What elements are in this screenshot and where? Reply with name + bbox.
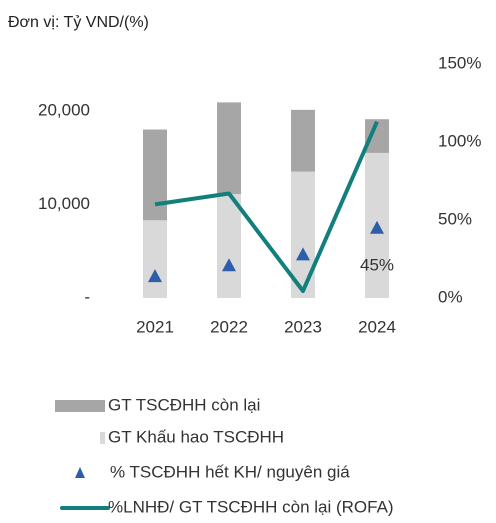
- triangle-marker: [222, 258, 236, 272]
- line-series: [154, 120, 379, 293]
- bar-segment: [143, 129, 167, 221]
- y2-tick-label: 0%: [438, 287, 463, 306]
- y-tick-label: 20,000: [38, 100, 90, 119]
- legend-label: %LNHĐ/ GT TSCĐHH còn lại (ROFA): [108, 497, 394, 516]
- y-tick-label: -: [84, 287, 90, 306]
- y-tick-label: 10,000: [38, 194, 90, 213]
- chart-subtitle: Đơn vị: Tỷ VND/(%): [8, 14, 149, 31]
- x-tick-label: 2023: [284, 317, 322, 336]
- legend-swatch: [100, 432, 105, 444]
- triangle-marker: [148, 269, 162, 283]
- data-label: 45%: [360, 255, 394, 274]
- x-tick-label: 2024: [358, 317, 396, 336]
- y2-tick-label: 50%: [438, 209, 472, 228]
- bar-segment: [217, 102, 241, 195]
- legend-label: GT TSCĐHH còn lại: [108, 395, 260, 414]
- legend-label: GT Khấu hao TSCĐHH: [108, 427, 284, 446]
- bar-segment: [217, 194, 241, 298]
- x-tick-label: 2022: [210, 317, 248, 336]
- triangle-marker: [296, 247, 310, 261]
- bar-segment: [291, 109, 315, 172]
- y2-tick-label: 100%: [438, 131, 481, 150]
- legend-swatch: [75, 467, 85, 478]
- x-tick-label: 2021: [136, 317, 174, 336]
- legend-swatch: [55, 400, 105, 412]
- triangle-marker: [370, 220, 384, 234]
- y2-tick-label: 150%: [438, 53, 481, 72]
- bar-segment: [143, 220, 167, 298]
- legend-label: % TSCĐHH hết KH/ nguyên giá: [110, 462, 350, 481]
